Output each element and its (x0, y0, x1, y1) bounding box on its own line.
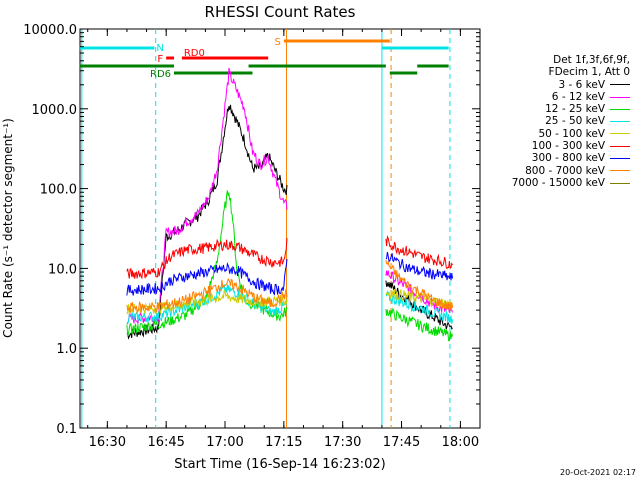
legend-swatch (610, 121, 630, 123)
legend-item-5: 50 - 100 keV (480, 128, 630, 140)
flag-label-f: F (157, 54, 163, 65)
generated-timestamp: 20-Oct-2021 02:17 (560, 468, 636, 477)
series-line-6 (126, 235, 453, 280)
x-tick-label-6: 17:45 (383, 435, 420, 450)
flag-label-rd0: RD0 (184, 48, 205, 59)
legend-header-line-1: Det 1f,3f,6f,9f, (553, 54, 630, 66)
legend: Det 1f,3f,6f,9f, FDecim 1, Att 0 3 - 6 k… (480, 54, 630, 189)
legend-label: 7000 - 15000 keV (511, 176, 605, 189)
plot-frame (79, 28, 481, 429)
legend-label: 3 - 6 keV (558, 78, 605, 91)
x-axis-label: Start Time (16-Sep-14 16:23:02) (174, 457, 385, 472)
series-line-7 (126, 251, 453, 296)
legend-label: 50 - 100 keV (538, 127, 605, 140)
x-tick-label-3: 17:00 (206, 435, 243, 450)
legend-label: 800 - 7000 keV (525, 164, 605, 177)
legend-item-6: 100 - 300 keV (480, 140, 630, 152)
legend-item-4: 25 - 50 keV (480, 115, 630, 127)
y-tick-label-1: 0.1 (56, 422, 77, 437)
legend-item-2: 6 - 12 keV (480, 91, 630, 103)
series-line-8 (126, 259, 453, 315)
legend-swatch (610, 84, 630, 86)
legend-header-line-2: FDecim 1, Att 0 (548, 66, 630, 79)
legend-swatch (610, 133, 630, 135)
y-tick-label-2: 1.0 (56, 342, 77, 357)
legend-item-1: 3 - 6 keV (480, 79, 630, 91)
x-tick-label-2: 16:45 (147, 435, 184, 450)
legend-item-9: 7000 - 15000 keV (480, 177, 630, 189)
x-tick-label-5: 17:30 (324, 435, 361, 450)
legend-swatch (610, 96, 630, 98)
legend-item-7: 300 - 800 keV (480, 152, 630, 164)
y-tick-label-6: 10000.0 (23, 23, 77, 38)
y-axis-label: Count Rate (s⁻¹ detector segment⁻¹) (1, 118, 15, 338)
legend-swatch (610, 182, 630, 184)
flag-label-s: S (274, 37, 280, 48)
series-line-2 (126, 67, 453, 325)
x-tick-label-1: 16:30 (89, 435, 126, 450)
flag-label-rd6: RD6 (150, 69, 171, 80)
chart-title: RHESSI Count Rates (205, 3, 356, 21)
legend-swatch (610, 108, 630, 110)
flag-label-n: N (156, 43, 163, 54)
x-tick-label-4: 17:15 (265, 435, 302, 450)
legend-label: 100 - 300 keV (531, 140, 605, 153)
legend-swatch (610, 158, 630, 160)
y-tick-label-3: 10.0 (48, 262, 77, 277)
y-tick-label-4: 100.0 (40, 183, 77, 198)
legend-label: 25 - 50 keV (545, 115, 605, 128)
legend-swatch (610, 145, 630, 147)
legend-swatch (610, 170, 630, 172)
legend-label: 300 - 800 keV (531, 152, 605, 165)
legend-item-3: 12 - 25 keV (480, 103, 630, 115)
x-tick-label-7: 18:00 (442, 435, 479, 450)
y-tick-label-5: 1000.0 (32, 103, 78, 118)
legend-label: 12 - 25 keV (545, 103, 605, 116)
legend-item-8: 800 - 7000 keV (480, 165, 630, 177)
legend-label: 6 - 12 keV (551, 90, 605, 103)
